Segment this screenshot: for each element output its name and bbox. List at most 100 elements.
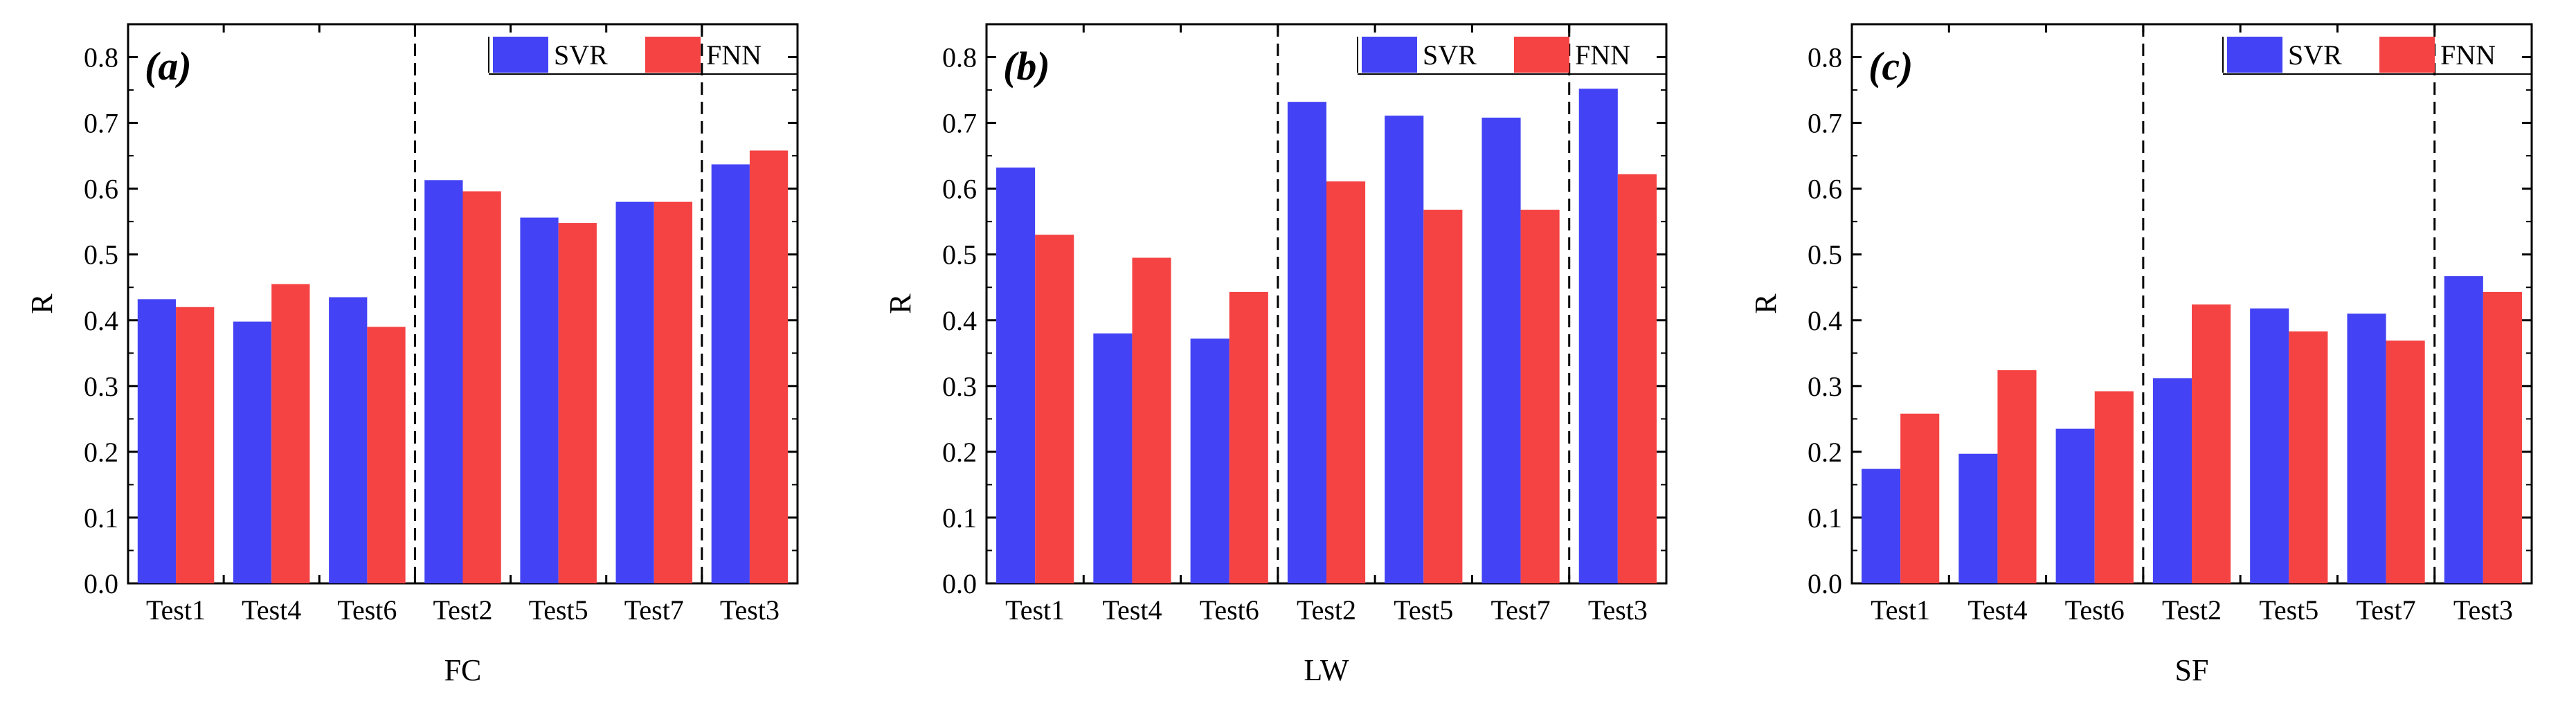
- bar-svr-test2: [424, 180, 463, 583]
- y-tick-label: 0.1: [84, 502, 118, 534]
- x-tick-label: Test6: [337, 594, 397, 626]
- y-tick-label: 0.4: [942, 305, 977, 336]
- x-tick-label: Test4: [242, 594, 301, 626]
- x-tick-label: Test3: [2453, 594, 2513, 626]
- bar-fnn-test5: [1423, 210, 1463, 583]
- y-tick-label: 0.0: [84, 568, 118, 599]
- x-tick-label: Test5: [2259, 594, 2318, 626]
- bar-svr-test3: [711, 164, 750, 584]
- y-tick-label: 0.0: [1808, 568, 1842, 599]
- bar-fnn-test6: [1229, 291, 1268, 583]
- y-tick-label: 0.3: [942, 371, 977, 402]
- x-axis-title: SF: [2175, 653, 2209, 687]
- bar-svr-test7: [2347, 313, 2386, 583]
- bar-svr-test6: [2055, 428, 2095, 583]
- bar-svr-test6: [1190, 338, 1230, 583]
- x-tick-label: Test2: [433, 594, 492, 626]
- x-tick-label: Test5: [1394, 594, 1453, 626]
- x-tick-label: Test3: [1588, 594, 1648, 626]
- bar-svr-test1: [137, 299, 177, 583]
- y-tick-label: 0.4: [84, 305, 118, 336]
- bar-svr-test1: [996, 167, 1036, 583]
- legend-swatch-svr: [2227, 37, 2282, 73]
- legend-label-fnn: FNN: [2440, 39, 2496, 71]
- legend-label-svr: SVR: [1423, 39, 1477, 71]
- bar-fnn-test7: [2386, 340, 2425, 583]
- bar-fnn-test4: [271, 284, 310, 583]
- y-tick-label: 0.0: [942, 568, 977, 599]
- bar-svr-test7: [615, 201, 654, 583]
- bar-svr-test5: [1385, 116, 1424, 583]
- bar-svr-test4: [233, 321, 272, 583]
- bar-fnn-test7: [1520, 210, 1560, 583]
- bar-fnn-test3: [749, 150, 789, 583]
- y-tick-label: 0.6: [1808, 174, 1842, 205]
- bar-fnn-test3: [1617, 174, 1657, 583]
- y-tick-label: 0.7: [942, 108, 977, 139]
- y-tick-label: 0.3: [84, 371, 118, 402]
- bar-svr-test5: [2250, 308, 2289, 583]
- bar-svr-test3: [2444, 276, 2483, 583]
- legend-label-svr: SVR: [2288, 39, 2342, 71]
- panel-label: (a): [145, 44, 192, 89]
- x-axis-title: FC: [444, 653, 482, 687]
- x-tick-label: Test3: [720, 594, 780, 626]
- bar-fnn-test6: [2094, 391, 2134, 583]
- x-tick-label: Test7: [624, 594, 684, 626]
- bar-fnn-test1: [1035, 235, 1074, 583]
- y-tick-label: 0.2: [84, 437, 118, 468]
- y-tick-label: 0.7: [1808, 108, 1842, 139]
- bar-fnn-test2: [2192, 304, 2231, 583]
- x-tick-label: Test2: [1297, 594, 1356, 626]
- y-tick-label: 0.4: [1808, 305, 1842, 336]
- bar-fnn-test4: [1997, 370, 2037, 583]
- bar-svr-test6: [329, 297, 368, 583]
- bar-fnn-test5: [558, 223, 597, 583]
- panel-b: 0.0 0.1 0.2 0.3 0.4 0.5 0.6 0.7 0.8 R Test1 Test4 Te…: [883, 23, 1668, 687]
- legend-swatch-svr: [1362, 37, 1417, 73]
- y-tick-label: 0.1: [1808, 502, 1842, 534]
- y-tick-label: 0.8: [1808, 42, 1842, 73]
- bar-svr-test3: [1578, 89, 1618, 583]
- x-tick-label: Test4: [1967, 594, 2027, 626]
- legend-swatch-fnn: [645, 37, 701, 73]
- panel-a: 0.0 0.1 0.2 0.3 0.4 0.5 0.6 0.7 0.8 R Test1 Test4 Te…: [25, 23, 799, 687]
- bar-fnn-test5: [2289, 331, 2328, 583]
- bar-fnn-test1: [176, 307, 215, 583]
- y-tick-label: 0.8: [84, 42, 118, 73]
- x-tick-label: Test6: [1200, 594, 1259, 626]
- x-tick-label: Test1: [1871, 594, 1930, 626]
- y-tick-label: 0.5: [942, 239, 977, 271]
- y-tick-label: 0.2: [1808, 437, 1842, 468]
- bar-svr-test1: [1862, 468, 1901, 583]
- bar-fnn-test2: [1326, 181, 1366, 584]
- x-tick-label: Test1: [1005, 594, 1065, 626]
- y-tick-label: 0.7: [84, 108, 118, 139]
- legend-label-svr: SVR: [554, 39, 608, 71]
- bar-svr-test2: [2152, 378, 2192, 583]
- x-tick-label: Test7: [2357, 594, 2416, 626]
- legend-swatch-fnn: [2379, 37, 2435, 73]
- bar-fnn-test4: [1132, 257, 1171, 583]
- y-tick-label: 0.6: [84, 174, 118, 205]
- legend-swatch-svr: [493, 37, 548, 73]
- y-tick-label: 0.8: [942, 42, 977, 73]
- legend-swatch-fnn: [1514, 37, 1569, 73]
- bar-svr-test4: [1958, 453, 1998, 583]
- x-tick-label: Test1: [146, 594, 206, 626]
- bar-fnn-test1: [1900, 413, 1940, 583]
- y-tick-label: 0.6: [942, 174, 977, 205]
- x-tick-label: Test7: [1491, 594, 1551, 626]
- panel-label: (c): [1868, 44, 1913, 89]
- y-axis-title: R: [883, 293, 917, 314]
- bar-fnn-test6: [367, 327, 406, 583]
- y-tick-label: 0.5: [84, 239, 118, 271]
- y-axis-title: R: [25, 293, 59, 314]
- y-tick-label: 0.1: [942, 502, 977, 534]
- x-tick-label: Test4: [1102, 594, 1162, 626]
- x-tick-label: Test6: [2065, 594, 2125, 626]
- y-tick-label: 0.5: [1808, 239, 1842, 271]
- legend-label-fnn: FNN: [706, 39, 762, 71]
- bar-fnn-test7: [654, 201, 693, 583]
